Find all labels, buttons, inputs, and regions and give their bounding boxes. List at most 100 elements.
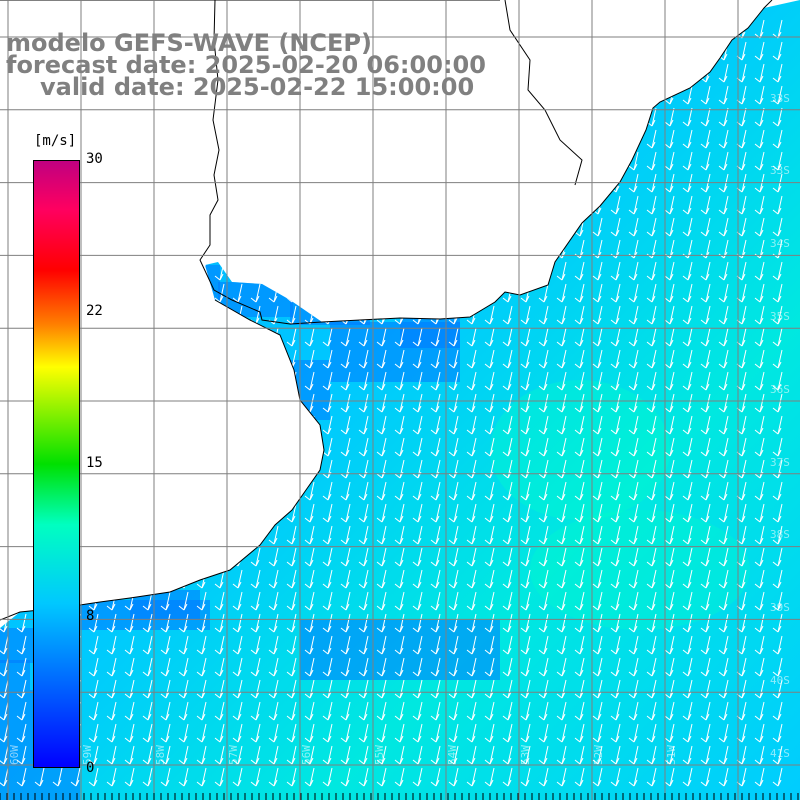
wind-arrow (718, 151, 729, 171)
wind-arrow (430, 569, 441, 589)
wind-arrow (412, 415, 423, 435)
wind-arrow (628, 679, 639, 699)
wind-arrow (646, 283, 657, 303)
wind-arrow (682, 767, 693, 787)
wind-arrow (178, 679, 189, 699)
wind-arrow (358, 393, 369, 413)
wind-arrow (502, 745, 513, 765)
wind-arrow (664, 569, 675, 589)
wind-arrow (16, 679, 27, 699)
wind-arrow (664, 393, 675, 413)
wind-arrow (700, 657, 711, 677)
latitude-labels: 33S 33S 34S 35S 36S 37S 38S 39S 40S 41S (770, 92, 790, 760)
lon-label: 54W (446, 745, 459, 765)
wind-arrow (448, 327, 459, 347)
wind-arrow (502, 349, 513, 369)
wind-arrow (358, 547, 369, 567)
wind-arrow (682, 481, 693, 501)
wind-arrow (646, 547, 657, 567)
wind-arrow (574, 701, 585, 721)
wind-arrow (520, 613, 531, 633)
wind-arrow (772, 151, 783, 171)
wind-arrow (430, 745, 441, 765)
wind-arrow (448, 613, 459, 633)
wind-arrow (88, 701, 99, 721)
lat-label: 33S (770, 164, 790, 177)
wind-arrow (124, 767, 135, 787)
wind-arrow (556, 767, 567, 787)
wind-arrow (646, 679, 657, 699)
wind-arrow (646, 767, 657, 787)
wind-arrow (700, 129, 711, 149)
wind-arrow (682, 217, 693, 237)
wind-arrow (358, 459, 369, 479)
wind-arrow (718, 261, 729, 281)
wind-arrow (340, 327, 351, 347)
wind-arrow (592, 613, 603, 633)
wind-arrow (430, 679, 441, 699)
wind-arrow (754, 701, 765, 721)
wind-arrow (754, 525, 765, 545)
wind-arrow (538, 349, 549, 369)
wind-arrow (556, 349, 567, 369)
wind-arrow (520, 657, 531, 677)
wind-arrow (304, 503, 315, 523)
wind-arrow (628, 503, 639, 523)
wind-arrow (718, 591, 729, 611)
wind-arrow (574, 767, 585, 787)
wind-arrow (520, 569, 531, 589)
wind-arrow (124, 745, 135, 765)
wind-arrow (754, 261, 765, 281)
wind-arrow (232, 283, 243, 303)
wind-arrow (448, 701, 459, 721)
wind-arrow (484, 393, 495, 413)
wind-arrow (376, 371, 387, 391)
wind-arrow (52, 767, 63, 787)
wind-arrow (646, 591, 657, 611)
wind-arrow (718, 327, 729, 347)
wind-arrow (358, 745, 369, 765)
wind-arrow (340, 767, 351, 787)
wind-arrow (754, 195, 765, 215)
wind-arrow (772, 283, 783, 303)
wind-arrow (160, 701, 171, 721)
wind-arrow (646, 437, 657, 457)
wind-arrow (700, 283, 711, 303)
wind-arrow (556, 613, 567, 633)
wind-arrow (772, 371, 783, 391)
wind-arrow (592, 415, 603, 435)
wind-arrow (700, 85, 711, 105)
wind-arrow (772, 349, 783, 369)
wind-arrow (484, 723, 495, 743)
wind-arrow (538, 415, 549, 435)
wind-arrow (430, 591, 441, 611)
wind-arrow (304, 679, 315, 699)
wind-arrow (286, 635, 297, 655)
wind-arrow (232, 635, 243, 655)
wind-arrow (394, 503, 405, 523)
wind-arrow (106, 701, 117, 721)
wind-arrow (88, 679, 99, 699)
wind-arrow (358, 657, 369, 677)
colorbar-unit: [m/s] (34, 133, 77, 149)
wind-arrow (466, 349, 477, 369)
lat-label: 40S (770, 674, 790, 687)
wind-arrow (412, 525, 423, 545)
wind-arrow (448, 415, 459, 435)
wind-arrow (430, 327, 441, 347)
wind-arrow (772, 569, 783, 589)
wind-arrow (772, 657, 783, 677)
lon-label: 53W (519, 745, 532, 765)
wind-arrow (484, 525, 495, 545)
wind-arrow (466, 415, 477, 435)
wind-arrow (556, 261, 567, 281)
wind-arrow (484, 701, 495, 721)
wind-arrow (268, 679, 279, 699)
wind-arrow (610, 459, 621, 479)
wind-arrow (430, 547, 441, 567)
wind-arrow (628, 723, 639, 743)
wind-arrow (430, 481, 441, 501)
longitude-labels: 60W 59W 58W 57W 56W 55W 54W 53W 52W 51W (8, 745, 678, 765)
wind-arrow (592, 393, 603, 413)
wind-arrow (376, 459, 387, 479)
